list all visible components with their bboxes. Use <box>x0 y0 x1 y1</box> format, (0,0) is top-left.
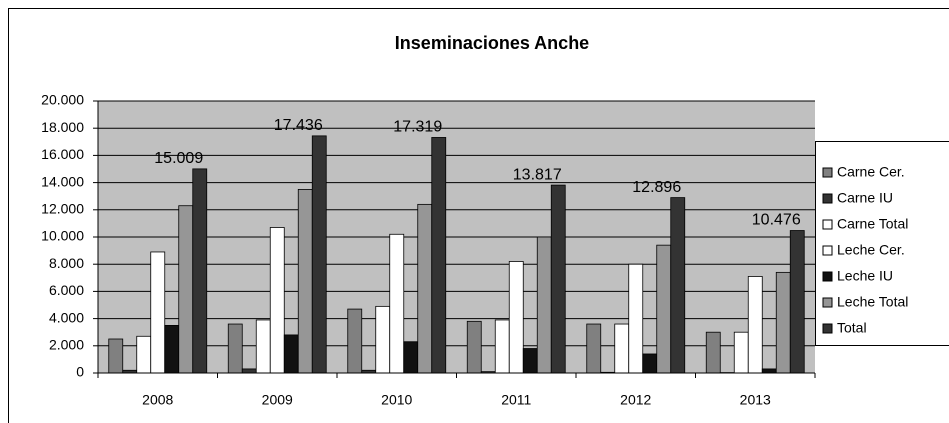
data-label: 12.896 <box>632 179 681 196</box>
y-tick-label: 18.000 <box>41 119 84 135</box>
data-label: 10.476 <box>752 212 801 229</box>
chart-title: Inseminaciones Anche <box>395 33 589 53</box>
y-tick-label: 0 <box>76 364 84 380</box>
bar <box>536 236 552 374</box>
bar <box>108 338 124 374</box>
bar <box>705 331 721 374</box>
bar <box>508 261 524 374</box>
legend-swatch <box>822 219 833 230</box>
bar <box>733 331 749 374</box>
bar <box>761 368 777 374</box>
bar <box>297 188 313 374</box>
legend-box <box>815 141 949 346</box>
bar <box>178 205 194 374</box>
bar <box>494 319 510 374</box>
bar <box>389 233 405 374</box>
bar <box>192 168 208 374</box>
legend-label: Leche Total <box>837 294 908 310</box>
data-label: 17.319 <box>393 119 442 136</box>
bar <box>227 323 243 374</box>
y-tick-label: 12.000 <box>41 201 84 217</box>
legend-swatch <box>822 323 833 334</box>
data-label: 13.817 <box>513 166 562 183</box>
bar <box>586 323 602 374</box>
bar <box>775 271 791 374</box>
bar <box>311 135 327 374</box>
bar <box>347 308 363 374</box>
bar <box>269 227 285 374</box>
data-label: 17.436 <box>274 117 323 134</box>
x-tick-label: 2008 <box>142 392 173 408</box>
legend-label: Carne Cer. <box>837 164 905 180</box>
legend-label: Total <box>837 320 867 336</box>
bar <box>431 137 447 374</box>
y-tick-label: 14.000 <box>41 173 84 189</box>
x-tick-label: 2009 <box>262 392 293 408</box>
bar <box>789 230 805 374</box>
legend-label: Carne IU <box>837 190 893 206</box>
legend-swatch <box>822 167 833 178</box>
legend-label: Leche IU <box>837 268 893 284</box>
bar <box>136 335 152 374</box>
data-label: 15.009 <box>154 150 203 167</box>
bar <box>255 319 271 374</box>
x-tick-label: 2010 <box>381 392 412 408</box>
bar <box>747 276 763 374</box>
bar <box>466 320 482 374</box>
y-tick-label: 4.000 <box>49 309 84 325</box>
bar <box>628 263 644 374</box>
y-tick-label: 16.000 <box>41 146 84 162</box>
legend-label: Leche Cer. <box>837 242 905 258</box>
x-tick-label: 2011 <box>501 392 531 408</box>
x-tick-label: 2013 <box>740 392 771 408</box>
x-tick-label: 2012 <box>620 392 651 408</box>
bar <box>417 203 433 374</box>
y-tick-label: 8.000 <box>49 255 84 271</box>
bar <box>522 348 538 374</box>
bar <box>614 323 630 374</box>
bar <box>670 197 686 374</box>
bar <box>164 324 180 374</box>
y-tick-label: 2.000 <box>49 337 84 353</box>
y-tick-label: 6.000 <box>49 282 84 298</box>
bar <box>241 368 257 374</box>
legend-swatch <box>822 245 833 256</box>
bar <box>375 305 391 374</box>
y-tick-label: 10.000 <box>41 228 84 244</box>
legend-label: Carne Total <box>837 216 908 232</box>
y-tick-label: 20.000 <box>41 92 84 108</box>
legend-swatch <box>822 297 833 308</box>
legend-swatch <box>822 271 833 282</box>
bar <box>403 341 419 374</box>
bar <box>642 353 658 374</box>
bar <box>150 251 166 374</box>
bar <box>656 244 672 374</box>
bar <box>550 184 566 374</box>
legend-swatch <box>822 193 833 204</box>
bar <box>283 334 299 374</box>
